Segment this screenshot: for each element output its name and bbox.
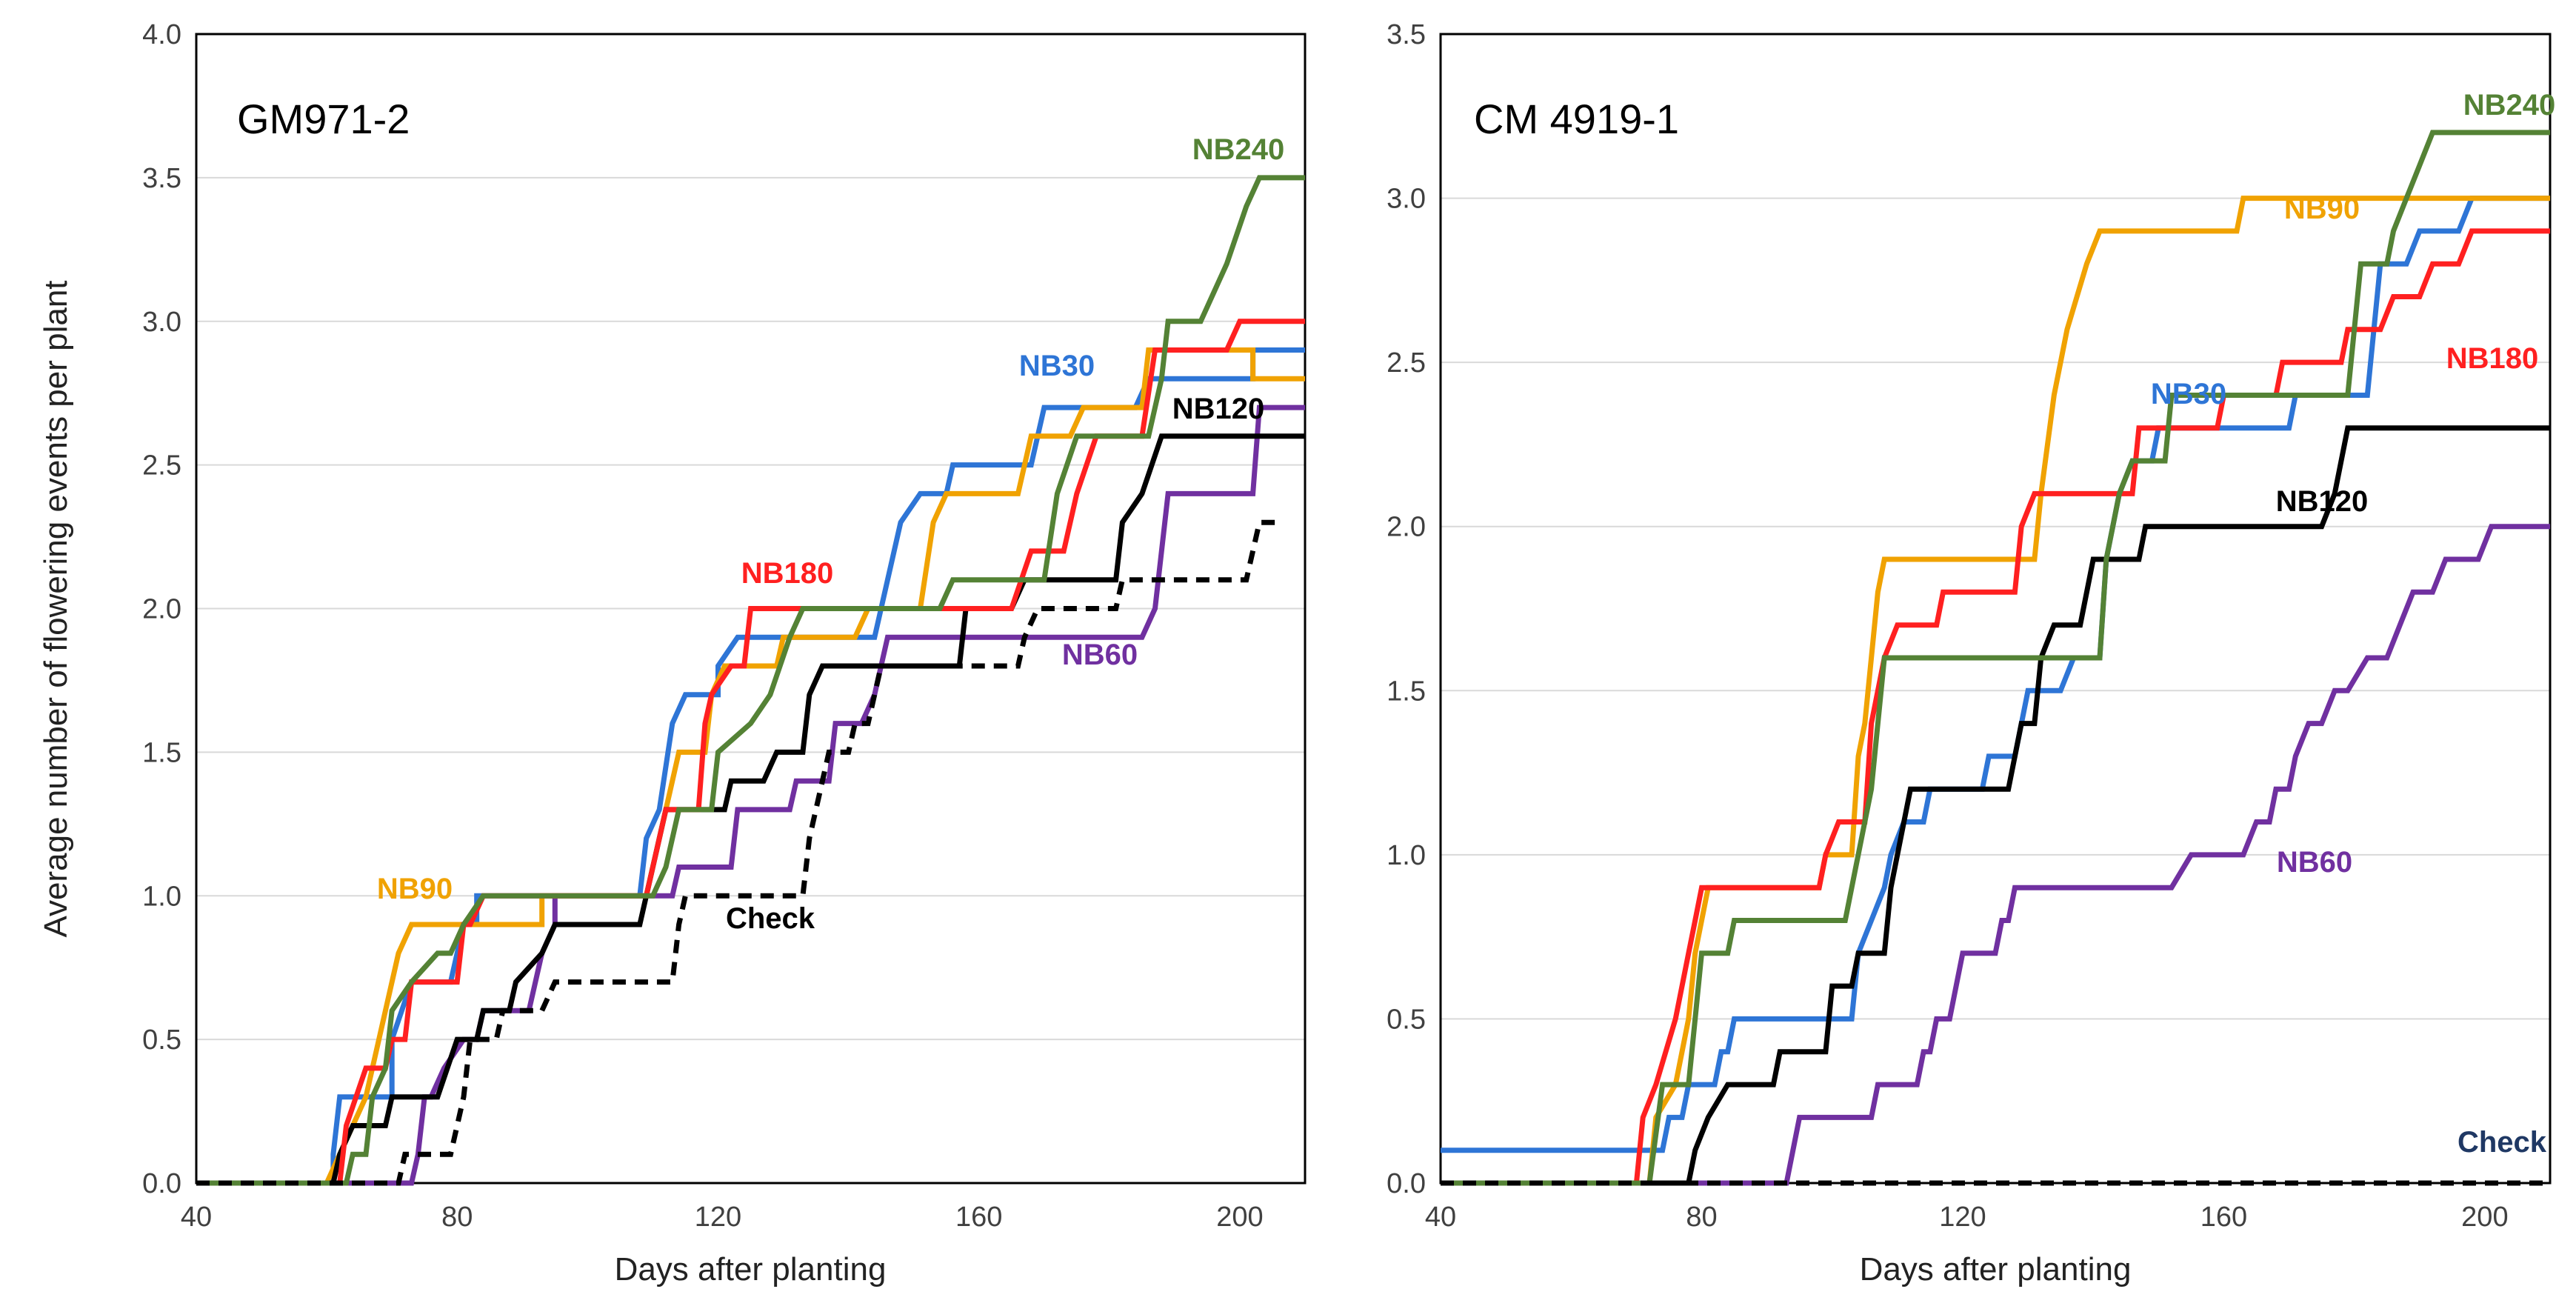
series-label-nb240: NB240: [1192, 133, 1285, 166]
chart-title: CM 4919-1: [1474, 96, 1679, 142]
y-tick-label: 3.0: [1387, 184, 1426, 215]
series-line-nb120: [1441, 425, 2550, 1186]
x-tick-label: 120: [695, 1202, 741, 1233]
y-tick-label: 2.0: [1387, 512, 1426, 543]
x-tick-label: 200: [2461, 1202, 2508, 1233]
series-line-nb30: [196, 347, 1305, 1186]
series-label-nb60: NB60: [1062, 639, 1138, 671]
series-line-nb90: [1441, 196, 2550, 1186]
chart-title: GM971-2: [237, 96, 410, 142]
y-tick-label: 0.0: [142, 1168, 181, 1199]
y-tick-label: 3.5: [1387, 19, 1426, 50]
plot-frame: [195, 33, 1307, 1185]
y-tick-label: 1.5: [1387, 676, 1426, 707]
series-labels: NB30 NB60 NB90 NB120 NB180 NB240 Check: [377, 133, 1284, 935]
series-lines: [196, 175, 1305, 1186]
y-tick-label: 3.5: [142, 163, 181, 194]
y-tick-label: 2.0: [142, 594, 181, 625]
panel-cm4919-1: 0.0 0.5 1.0 1.5 2.0 2.5 3.0 3.5 40 80 120 160 200 N…: [1387, 19, 2555, 1288]
series-line-nb60: [196, 404, 1305, 1186]
y-tick-labels: 0.0 0.5 1.0 1.5 2.0 2.5 3.0 3.5: [1387, 19, 1426, 1199]
x-tick-label: 80: [1686, 1202, 1717, 1233]
series-label-nb180: NB180: [2446, 342, 2539, 375]
series-line-nb30: [1441, 196, 2550, 1153]
series-label-nb90: NB90: [2284, 193, 2360, 225]
x-tick-label: 40: [181, 1202, 212, 1233]
y-tick-label: 3.0: [142, 307, 181, 338]
x-tick-label: 80: [441, 1202, 473, 1233]
y-tick-label: 1.0: [1387, 840, 1426, 871]
gridlines: [196, 176, 1305, 1041]
y-tick-label: 2.5: [142, 450, 181, 482]
y-tick-label: 0.5: [142, 1025, 181, 1056]
x-axis-title: Days after planting: [1860, 1251, 2132, 1288]
series-line-nb240: [196, 175, 1305, 1186]
series-line-nb90: [196, 347, 1305, 1186]
x-tick-labels: 40 80 120 160 200: [181, 1202, 1264, 1233]
x-tick-label: 160: [2200, 1202, 2247, 1233]
y-tick-label: 2.5: [1387, 347, 1426, 379]
series-label-nb120: NB120: [1172, 393, 1265, 425]
y-tick-label: 1.0: [142, 881, 181, 912]
series-line-nb60: [1441, 524, 2550, 1186]
series-label-nb240: NB240: [2463, 89, 2556, 121]
x-tick-label: 120: [1939, 1202, 1986, 1233]
x-tick-label: 160: [955, 1202, 1002, 1233]
series-label-nb30: NB30: [2151, 378, 2226, 410]
series-line-check: [196, 519, 1279, 1186]
y-axis-title: Average number of flowering events per p…: [38, 280, 74, 937]
plot-frame: [1439, 33, 2552, 1185]
y-tick-label: 0.5: [1387, 1004, 1426, 1035]
series-lines: [1441, 130, 2550, 1186]
series-label-nb180: NB180: [741, 557, 834, 590]
y-tick-labels: 0.0 0.5 1.0 1.5 2.0 2.5 3.0 3.5 4.0: [142, 19, 181, 1199]
series-label-nb90: NB90: [377, 873, 453, 905]
panel-gm971-2: 0.0 0.5 1.0 1.5 2.0 2.5 3.0 3.5 4.0 40 80 120 160 20…: [38, 19, 1307, 1288]
y-tick-label: 4.0: [142, 19, 181, 50]
series-label-check: Check: [2457, 1126, 2547, 1159]
series-label-check: Check: [726, 902, 815, 935]
x-axis-title: Days after planting: [615, 1251, 887, 1288]
series-label-nb30: NB30: [1019, 350, 1095, 382]
series-line-nb180: [1441, 228, 2550, 1186]
series-label-nb60: NB60: [2277, 846, 2352, 879]
series-line-nb240: [1441, 130, 2550, 1186]
series-label-nb120: NB120: [2276, 485, 2369, 518]
x-tick-labels: 40 80 120 160 200: [1425, 1202, 2509, 1233]
y-tick-label: 1.5: [142, 737, 181, 768]
x-tick-label: 40: [1425, 1202, 1456, 1233]
y-tick-label: 0.0: [1387, 1168, 1426, 1199]
gridlines: [1441, 197, 2550, 1020]
series-labels: NB30 NB60 NB90 NB120 NB180 NB240 Check: [2151, 89, 2555, 1159]
x-tick-label: 200: [1216, 1202, 1263, 1233]
